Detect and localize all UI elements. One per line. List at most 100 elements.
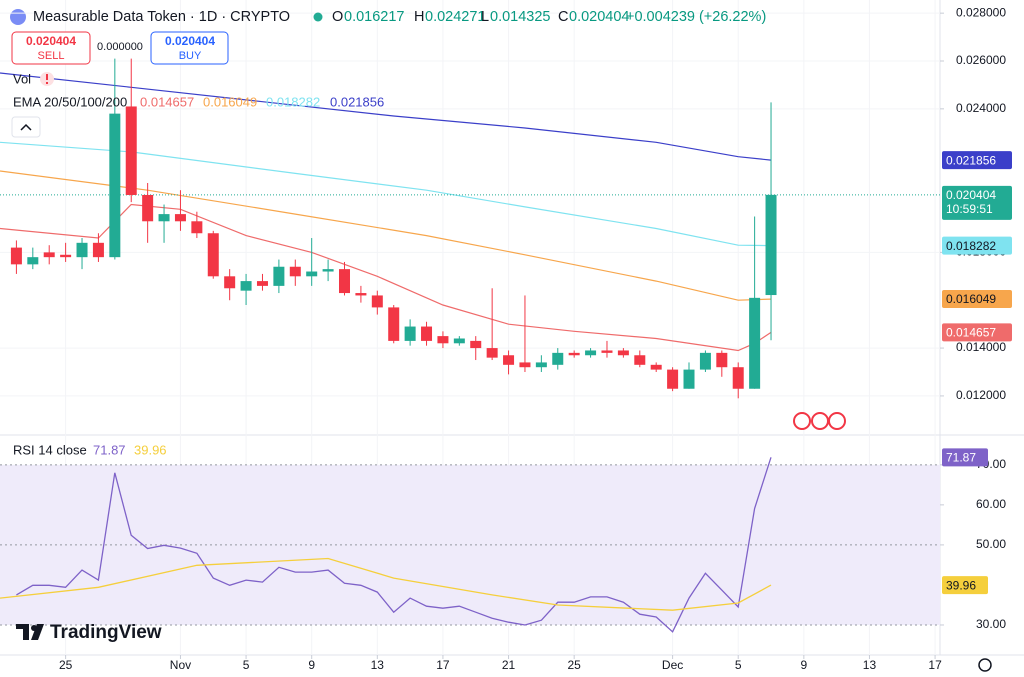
high-label: H — [414, 9, 424, 25]
candle-body — [765, 194, 777, 296]
ema-price-tag: 0.018282 — [946, 239, 996, 253]
high-value: 0.024271 — [425, 9, 485, 25]
candle-body — [191, 221, 203, 234]
ema-label: EMA 20/50/100/200 — [13, 94, 127, 109]
close-value: 0.020404 — [569, 9, 629, 25]
y-tick-label: 0.028000 — [956, 5, 1006, 19]
candle-body — [601, 350, 613, 353]
x-tick-label: 5 — [243, 658, 250, 672]
candle-body — [43, 252, 55, 258]
candle-body — [404, 326, 416, 341]
candle-body — [256, 281, 268, 286]
candle-body — [207, 233, 219, 277]
collapse-button[interactable] — [11, 116, 41, 138]
ema-price-tag-bg — [942, 323, 1012, 342]
candle-body — [174, 214, 186, 222]
x-tick-label: 9 — [308, 658, 315, 672]
sell-button[interactable] — [11, 31, 91, 65]
settings-icon[interactable] — [978, 658, 992, 672]
candle-body — [552, 352, 564, 365]
rsi-legend-value: 71.87 — [93, 442, 126, 457]
y-tick-label: 0.012000 — [956, 388, 1006, 402]
candle-body — [716, 352, 728, 368]
rsi-tag-bg — [942, 448, 988, 467]
ema-price-tag-bg — [942, 151, 1012, 170]
x-tick-label: 5 — [735, 658, 742, 672]
change-value: +0.004239 (+26.22%) — [626, 9, 766, 25]
open-value: 0.016217 — [344, 9, 404, 25]
ema-price-tag: 0.014657 — [946, 326, 996, 340]
candle-body — [519, 362, 531, 368]
events — [793, 412, 846, 430]
y-tick-label: 0.014000 — [956, 340, 1006, 354]
last-price-tag-bg — [942, 185, 1012, 220]
buy-button[interactable] — [150, 31, 229, 65]
ema-price-tag: 0.021856 — [946, 153, 996, 167]
open-label: O — [332, 9, 343, 25]
low-value: 0.014325 — [490, 9, 550, 25]
candle-body — [289, 266, 301, 277]
ema-legend-value: 0.018282 — [266, 94, 320, 109]
ema-price-tag-bg — [942, 236, 1012, 255]
ema-legend-value: 0.014657 — [140, 94, 194, 109]
rsi-label: RSI 14 close — [13, 442, 87, 457]
buy-price: 0.020404 — [165, 34, 215, 48]
candle-body — [617, 350, 629, 356]
y-tick-label: 0.026000 — [956, 53, 1006, 67]
y-tick-label: 30.00 — [976, 617, 1006, 631]
event-flag[interactable] — [793, 412, 811, 430]
symbol-title: Measurable Data Token · 1D · CRYPTO — [33, 9, 290, 25]
countdown: 10:59:51 — [946, 202, 993, 216]
brand: TradingView — [50, 622, 162, 643]
close-label: C — [558, 9, 568, 25]
candle-body — [732, 367, 744, 389]
candle-body — [683, 369, 695, 389]
candle-body — [585, 350, 597, 356]
candle-body — [470, 340, 482, 349]
candle-body — [322, 269, 334, 272]
candle-body — [667, 369, 679, 389]
candle-body — [109, 113, 121, 258]
candle-body — [437, 336, 449, 344]
x-tick-label: 9 — [800, 658, 807, 672]
brand-logo — [16, 624, 44, 640]
candle-body — [388, 307, 400, 341]
rsi-line — [16, 457, 772, 633]
buy-label: BUY — [179, 50, 202, 62]
warning-dot — [46, 82, 48, 84]
rsi-line — [0, 557, 772, 611]
candle-body — [60, 254, 72, 258]
rsi-tag-bg — [942, 576, 988, 595]
volume-label: Vol — [13, 71, 31, 86]
ema-legend-value: 0.021856 — [330, 94, 384, 109]
x-tick-label: 13 — [371, 658, 385, 672]
candle-body — [634, 355, 646, 365]
candle-body — [10, 247, 22, 265]
candle-body — [142, 194, 154, 222]
low-label: L — [481, 9, 489, 25]
candle-body — [371, 295, 383, 308]
ema-line — [0, 141, 772, 247]
candle-body — [125, 106, 137, 195]
candle-body — [92, 242, 104, 258]
candle-body — [699, 352, 711, 370]
x-tick-label: Nov — [170, 658, 191, 672]
last-price-tag: 0.020404 — [946, 188, 996, 202]
x-tick-label: 25 — [567, 658, 581, 672]
candle-body — [568, 352, 580, 356]
ema-price-tag-bg — [942, 290, 1012, 309]
x-tick-label: 25 — [59, 658, 73, 672]
y-tick-label: 0.024000 — [956, 101, 1006, 115]
candle-body — [421, 326, 433, 341]
token-icon — [10, 9, 26, 25]
ema-line — [0, 170, 772, 301]
event-flag[interactable] — [828, 412, 846, 430]
candle-body — [486, 348, 498, 358]
ema-legend-value: 0.016049 — [203, 94, 257, 109]
x-tick-label: 21 — [502, 658, 516, 672]
event-flag[interactable] — [811, 412, 829, 430]
candle-body — [27, 257, 39, 265]
rsi-tag: 71.87 — [946, 451, 976, 465]
candle-body — [306, 271, 318, 277]
